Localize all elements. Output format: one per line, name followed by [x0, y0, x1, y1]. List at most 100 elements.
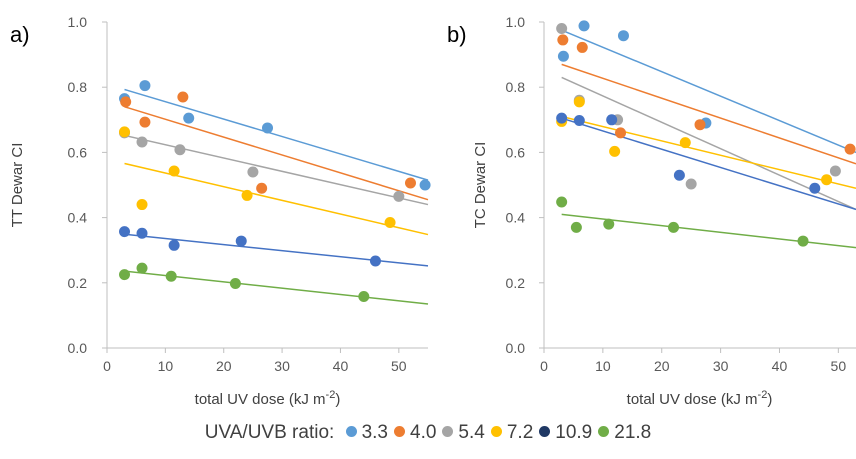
legend-label: 5.4	[458, 422, 485, 443]
y-tick-label: 0.4	[506, 210, 526, 226]
data-point-21.8	[358, 290, 370, 302]
x-tick-label: 30	[274, 358, 290, 374]
data-point-21.8	[556, 196, 568, 208]
y-tick-label: 0.2	[68, 275, 88, 291]
data-point-4.0	[120, 96, 132, 108]
x-tick-label: 10	[595, 358, 611, 374]
legend-entry: 3.3	[345, 422, 388, 444]
data-point-3.3	[617, 30, 629, 42]
y-tick-label: 0.0	[506, 340, 526, 356]
x-tick-label: 40	[333, 358, 349, 374]
data-point-21.8	[229, 277, 241, 289]
data-point-10.9	[369, 255, 381, 267]
panel-label: a)	[10, 22, 30, 47]
data-point-4.0	[694, 119, 706, 131]
trendline-4.0	[561, 63, 856, 165]
data-point-4.0	[557, 34, 569, 46]
trendline-10.9	[124, 233, 429, 267]
data-point-4.0	[139, 116, 151, 128]
legend-label: 3.3	[361, 422, 388, 443]
trendline-5.4	[124, 134, 429, 206]
y-tick-label: 0.4	[68, 210, 88, 226]
y-tick-label: 0.6	[506, 144, 526, 160]
data-point-10.9	[168, 239, 180, 251]
y-tick-label: 0.2	[506, 275, 526, 291]
chart-panel-2: 0.0 0.2 0.4 0.6 0.8 1.0 0 10 20 30 40 50 total UV do…	[447, 14, 856, 408]
x-tick-label: 40	[772, 358, 788, 374]
y-axis-label: TT Dewar CI	[9, 143, 26, 228]
data-point-4.0	[615, 127, 627, 139]
data-point-5.4	[136, 136, 148, 148]
legend-entry: 5.4	[442, 422, 485, 444]
x-tick-label: 50	[391, 358, 407, 374]
y-tick-label: 0.0	[68, 340, 88, 356]
legend-label: 4.0	[410, 422, 437, 443]
legend: UVA/UVB ratio: 3.3 4.0 5.4 7.2 10.9 21.8	[0, 422, 856, 444]
data-point-5.4	[556, 23, 568, 35]
y-tick-label: 0.8	[506, 79, 526, 95]
data-point-7.2	[136, 199, 148, 211]
y-tick-label: 0.6	[68, 144, 88, 160]
data-point-5.4	[829, 165, 841, 177]
panel-label: b)	[447, 22, 467, 47]
legend-label: 7.2	[506, 422, 534, 443]
data-point-21.8	[165, 270, 177, 282]
data-point-21.8	[119, 269, 131, 281]
trendline-21.8	[561, 213, 856, 249]
data-point-4.0	[404, 177, 416, 189]
y-tick-label: 0.8	[68, 79, 88, 95]
x-axis-label: total UV dose (kJ m-2)	[195, 389, 341, 408]
trendline-10.9	[561, 117, 856, 211]
x-tick-label: 50	[831, 358, 847, 374]
y-axis-label: TC Dewar CI	[472, 142, 489, 229]
data-point-7.2	[821, 174, 833, 186]
data-point-3.3	[262, 122, 273, 134]
data-point-10.9	[573, 114, 585, 126]
data-point-21.8	[570, 221, 582, 233]
data-point-4.0	[844, 143, 856, 155]
data-point-7.2	[119, 126, 131, 138]
data-point-21.8	[797, 235, 809, 247]
trendline-5.4	[561, 76, 856, 211]
trendline-3.3	[124, 88, 429, 181]
legend-marker	[539, 426, 551, 437]
data-point-4.0	[576, 41, 588, 53]
data-point-7.2	[384, 216, 396, 228]
data-point-7.2	[241, 189, 253, 201]
chart-panel-1: 0.0 0.2 0.4 0.6 0.8 1.0 0 10 20 30 40 50 total UV do…	[9, 14, 431, 408]
legend-marker	[490, 426, 502, 437]
data-point-3.3	[557, 50, 569, 62]
y-tick-label: 1.0	[68, 14, 88, 30]
data-point-10.9	[136, 227, 148, 239]
legend-marker	[345, 426, 357, 437]
data-point-10.9	[606, 114, 618, 126]
y-tick-label: 1.0	[506, 14, 526, 30]
data-point-21.8	[603, 218, 615, 230]
legend-marker	[394, 426, 405, 437]
legend-title: UVA/UVB ratio:	[204, 422, 335, 443]
data-point-3.3	[183, 112, 195, 124]
x-tick-label: 20	[654, 358, 670, 374]
data-point-10.9	[119, 226, 131, 238]
x-tick-label: 10	[158, 358, 174, 374]
data-point-3.3	[578, 20, 590, 32]
data-point-10.9	[673, 169, 685, 181]
data-point-5.4	[247, 166, 259, 178]
data-point-4.0	[256, 182, 268, 194]
trendline-4.0	[124, 106, 429, 201]
data-point-10.9	[556, 112, 568, 124]
data-point-4.0	[177, 91, 189, 103]
legend-entry: 21.8	[598, 422, 651, 444]
x-tick-label: 0	[540, 358, 548, 374]
x-tick-label: 30	[713, 358, 729, 374]
data-point-3.3	[419, 179, 431, 191]
data-point-21.8	[668, 221, 680, 233]
data-point-5.4	[174, 144, 186, 156]
data-point-7.2	[679, 137, 691, 149]
data-point-10.9	[809, 182, 821, 194]
x-tick-label: 20	[216, 358, 232, 374]
x-tick-label: 0	[103, 358, 111, 374]
data-point-5.4	[685, 178, 697, 190]
data-point-7.2	[573, 96, 585, 108]
